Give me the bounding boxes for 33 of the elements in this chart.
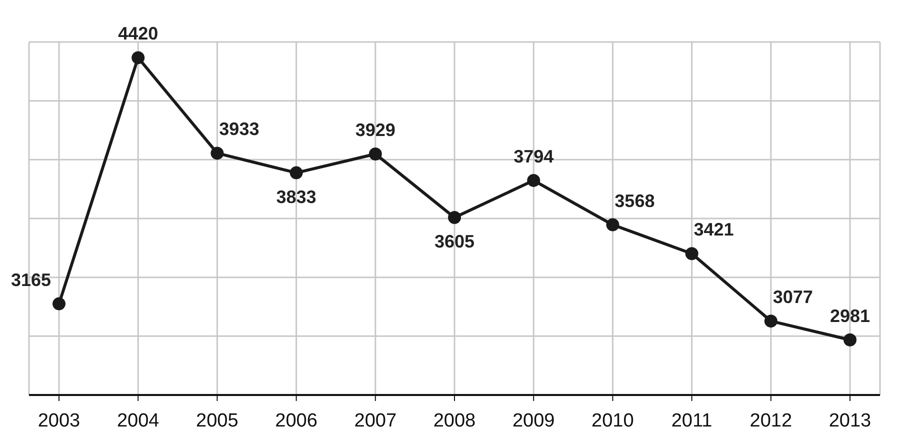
data-label: 3605	[434, 232, 475, 252]
x-tick-label: 2006	[275, 410, 318, 432]
data-label: 4420	[118, 24, 158, 44]
data-label: 3794	[514, 146, 554, 166]
data-label: 3421	[694, 220, 734, 240]
point	[527, 174, 540, 187]
x-tick-label: 2013	[828, 410, 872, 432]
point	[764, 314, 778, 328]
point	[448, 211, 461, 224]
data-label: 3568	[614, 190, 655, 211]
point	[132, 51, 145, 64]
point	[52, 297, 66, 310]
x-tick-label: 2008	[433, 410, 476, 432]
x-tick-label: 2004	[116, 410, 160, 432]
point	[368, 147, 382, 160]
x-tick-label: 2012	[750, 410, 792, 432]
x-tick-label: 2009	[512, 410, 555, 432]
x-tick-label: 2005	[196, 410, 238, 432]
data-label: 3165	[10, 270, 52, 290]
x-tick-label: 2011	[671, 410, 712, 432]
point	[290, 166, 303, 180]
data-label: 3933	[219, 119, 260, 140]
point	[210, 146, 224, 160]
point	[685, 247, 698, 260]
x-tick-label: 2007	[354, 410, 397, 432]
point	[844, 333, 856, 346]
data-label: 3833	[276, 186, 316, 207]
data-label: 3929	[355, 120, 396, 140]
data-label: 3077	[772, 287, 813, 308]
point	[606, 218, 620, 232]
data-label: 2981	[830, 306, 870, 326]
x-tick-label: 2003	[38, 410, 80, 432]
x-tick-label: 2010	[592, 410, 634, 432]
